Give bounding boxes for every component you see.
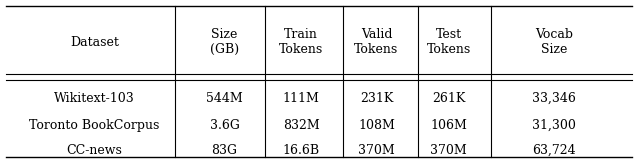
Text: Size
(GB): Size (GB) — [210, 28, 239, 56]
Text: 370M: 370M — [358, 144, 395, 157]
Text: 832M: 832M — [283, 119, 320, 132]
Text: 83G: 83G — [212, 144, 237, 157]
Text: Test
Tokens: Test Tokens — [426, 28, 471, 56]
Text: Vocab
Size: Vocab Size — [535, 28, 573, 56]
Text: Valid
Tokens: Valid Tokens — [354, 28, 399, 56]
Text: 111M: 111M — [283, 92, 320, 105]
Text: 16.6B: 16.6B — [283, 144, 320, 157]
Text: 108M: 108M — [358, 119, 395, 132]
Text: CC-news: CC-news — [66, 144, 122, 157]
Text: 231K: 231K — [360, 92, 393, 105]
Text: 33,346: 33,346 — [532, 92, 575, 105]
Text: 63,724: 63,724 — [532, 144, 575, 157]
Text: 544M: 544M — [206, 92, 243, 105]
Text: 261K: 261K — [432, 92, 465, 105]
Text: Train
Tokens: Train Tokens — [279, 28, 323, 56]
Text: Dataset: Dataset — [70, 36, 119, 49]
Text: 106M: 106M — [430, 119, 467, 132]
Text: 31,300: 31,300 — [532, 119, 575, 132]
Text: 3.6G: 3.6G — [210, 119, 239, 132]
Text: 370M: 370M — [430, 144, 467, 157]
Text: Wikitext-103: Wikitext-103 — [54, 92, 135, 105]
Text: Toronto BookCorpus: Toronto BookCorpus — [29, 119, 160, 132]
